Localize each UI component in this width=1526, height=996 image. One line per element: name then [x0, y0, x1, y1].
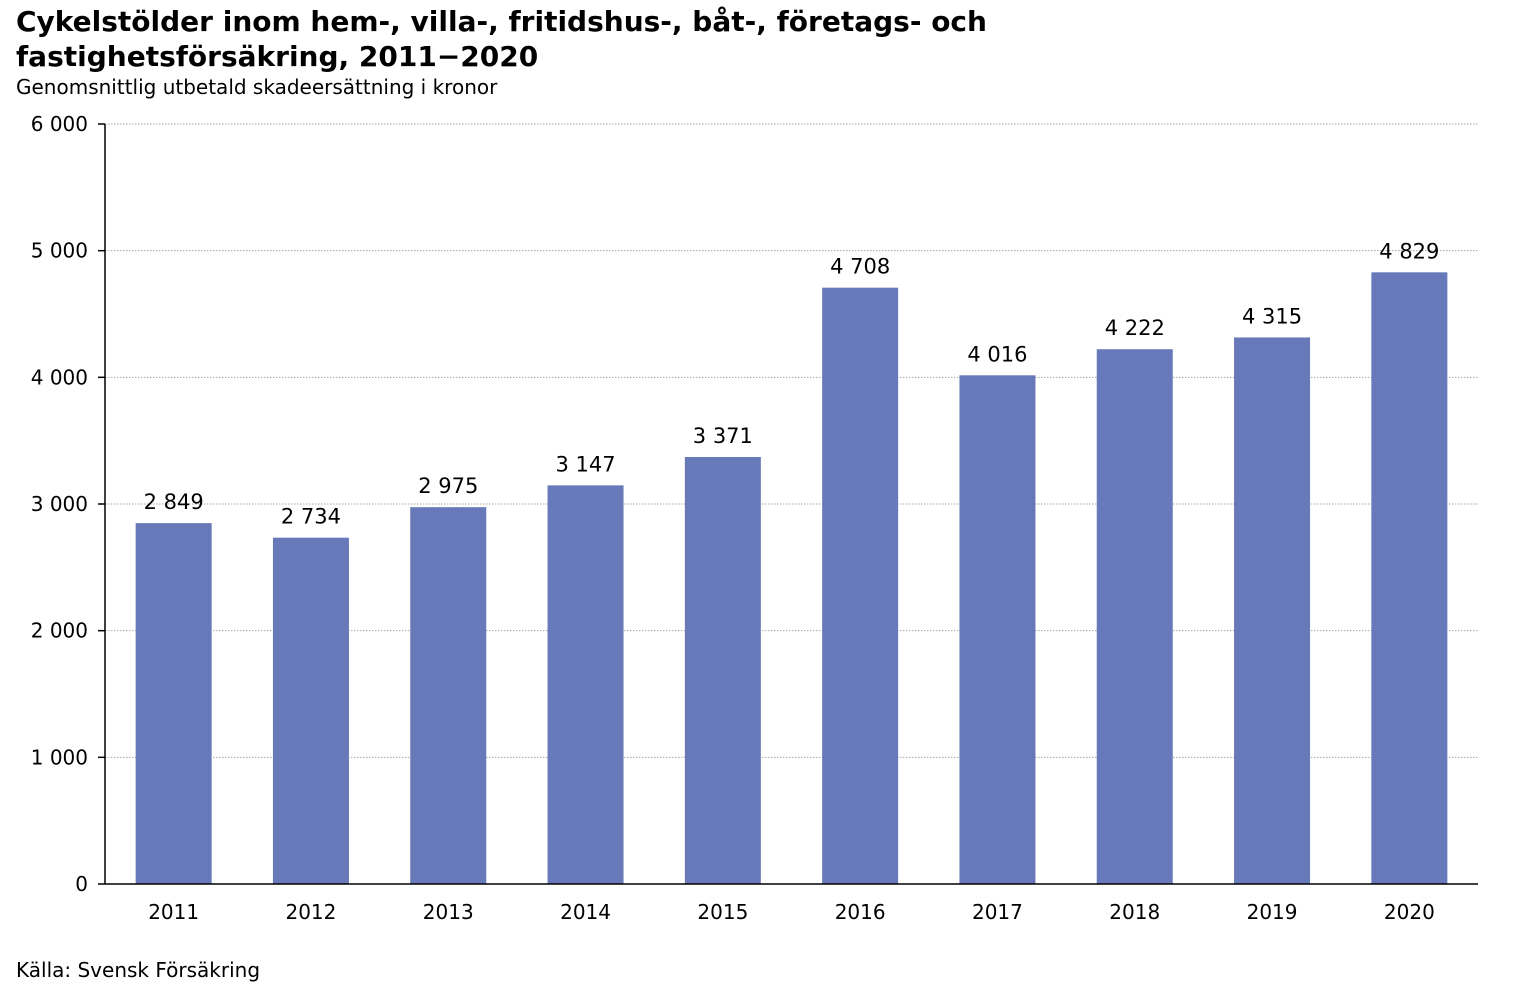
data-label-2019: 4 315 — [1242, 304, 1302, 328]
x-tick-label: 2015 — [697, 900, 748, 924]
data-label-2011: 2 849 — [144, 490, 204, 514]
data-label-2014: 3 147 — [555, 452, 615, 476]
bar-2015 — [684, 457, 761, 884]
y-tick-label: 3 000 — [31, 492, 88, 516]
bar-2013 — [410, 507, 487, 884]
data-label-2013: 2 975 — [418, 474, 478, 498]
x-tick-label: 2017 — [972, 900, 1023, 924]
y-tick-label: 6 000 — [31, 112, 88, 136]
data-label-2020: 4 829 — [1379, 239, 1439, 263]
data-labels: 2 849 2 734 2 975 3 147 3 371 4 708 4 016 4 222… — [144, 239, 1440, 528]
x-tick-label: 2014 — [560, 900, 611, 924]
data-label-2017: 4 016 — [967, 342, 1027, 366]
y-tick-label: 5 000 — [31, 239, 88, 263]
y-tick-label: 2 000 — [31, 619, 88, 643]
bar-2016 — [822, 287, 899, 884]
x-tick-label: 2020 — [1384, 900, 1435, 924]
chart-title: Cykelstölder inom hem-, villa-, fritidsh… — [16, 5, 987, 73]
bar-2012 — [272, 537, 349, 884]
chart-subtitle: Genomsnittlig utbetald skadeersättning i… — [16, 75, 498, 99]
axes: 0 1 000 2 000 3 000 4 000 5 000 6 000 2011 2012 2… — [31, 112, 1478, 924]
bars — [135, 272, 1448, 884]
y-tick-label: 1 000 — [31, 745, 88, 769]
data-label-2015: 3 371 — [693, 424, 753, 448]
data-label-2012: 2 734 — [281, 505, 341, 529]
data-label-2018: 4 222 — [1105, 316, 1165, 340]
bar-2011 — [135, 523, 212, 884]
bar-2019 — [1234, 337, 1311, 884]
bar-2017 — [959, 375, 1036, 884]
x-tick-label: 2016 — [835, 900, 886, 924]
x-tick-label: 2012 — [285, 900, 336, 924]
x-tick-label: 2011 — [148, 900, 199, 924]
bar-2014 — [547, 485, 624, 884]
x-tick-label: 2019 — [1247, 900, 1298, 924]
x-tick-label: 2018 — [1109, 900, 1160, 924]
source-note: Källa: Svensk Försäkring — [16, 958, 261, 982]
bar-2020 — [1371, 272, 1448, 884]
y-tick-label: 0 — [75, 872, 88, 896]
y-tick-label: 4 000 — [31, 365, 88, 389]
bar-2018 — [1096, 349, 1173, 884]
x-tick-label: 2013 — [423, 900, 474, 924]
data-label-2016: 4 708 — [830, 255, 890, 279]
